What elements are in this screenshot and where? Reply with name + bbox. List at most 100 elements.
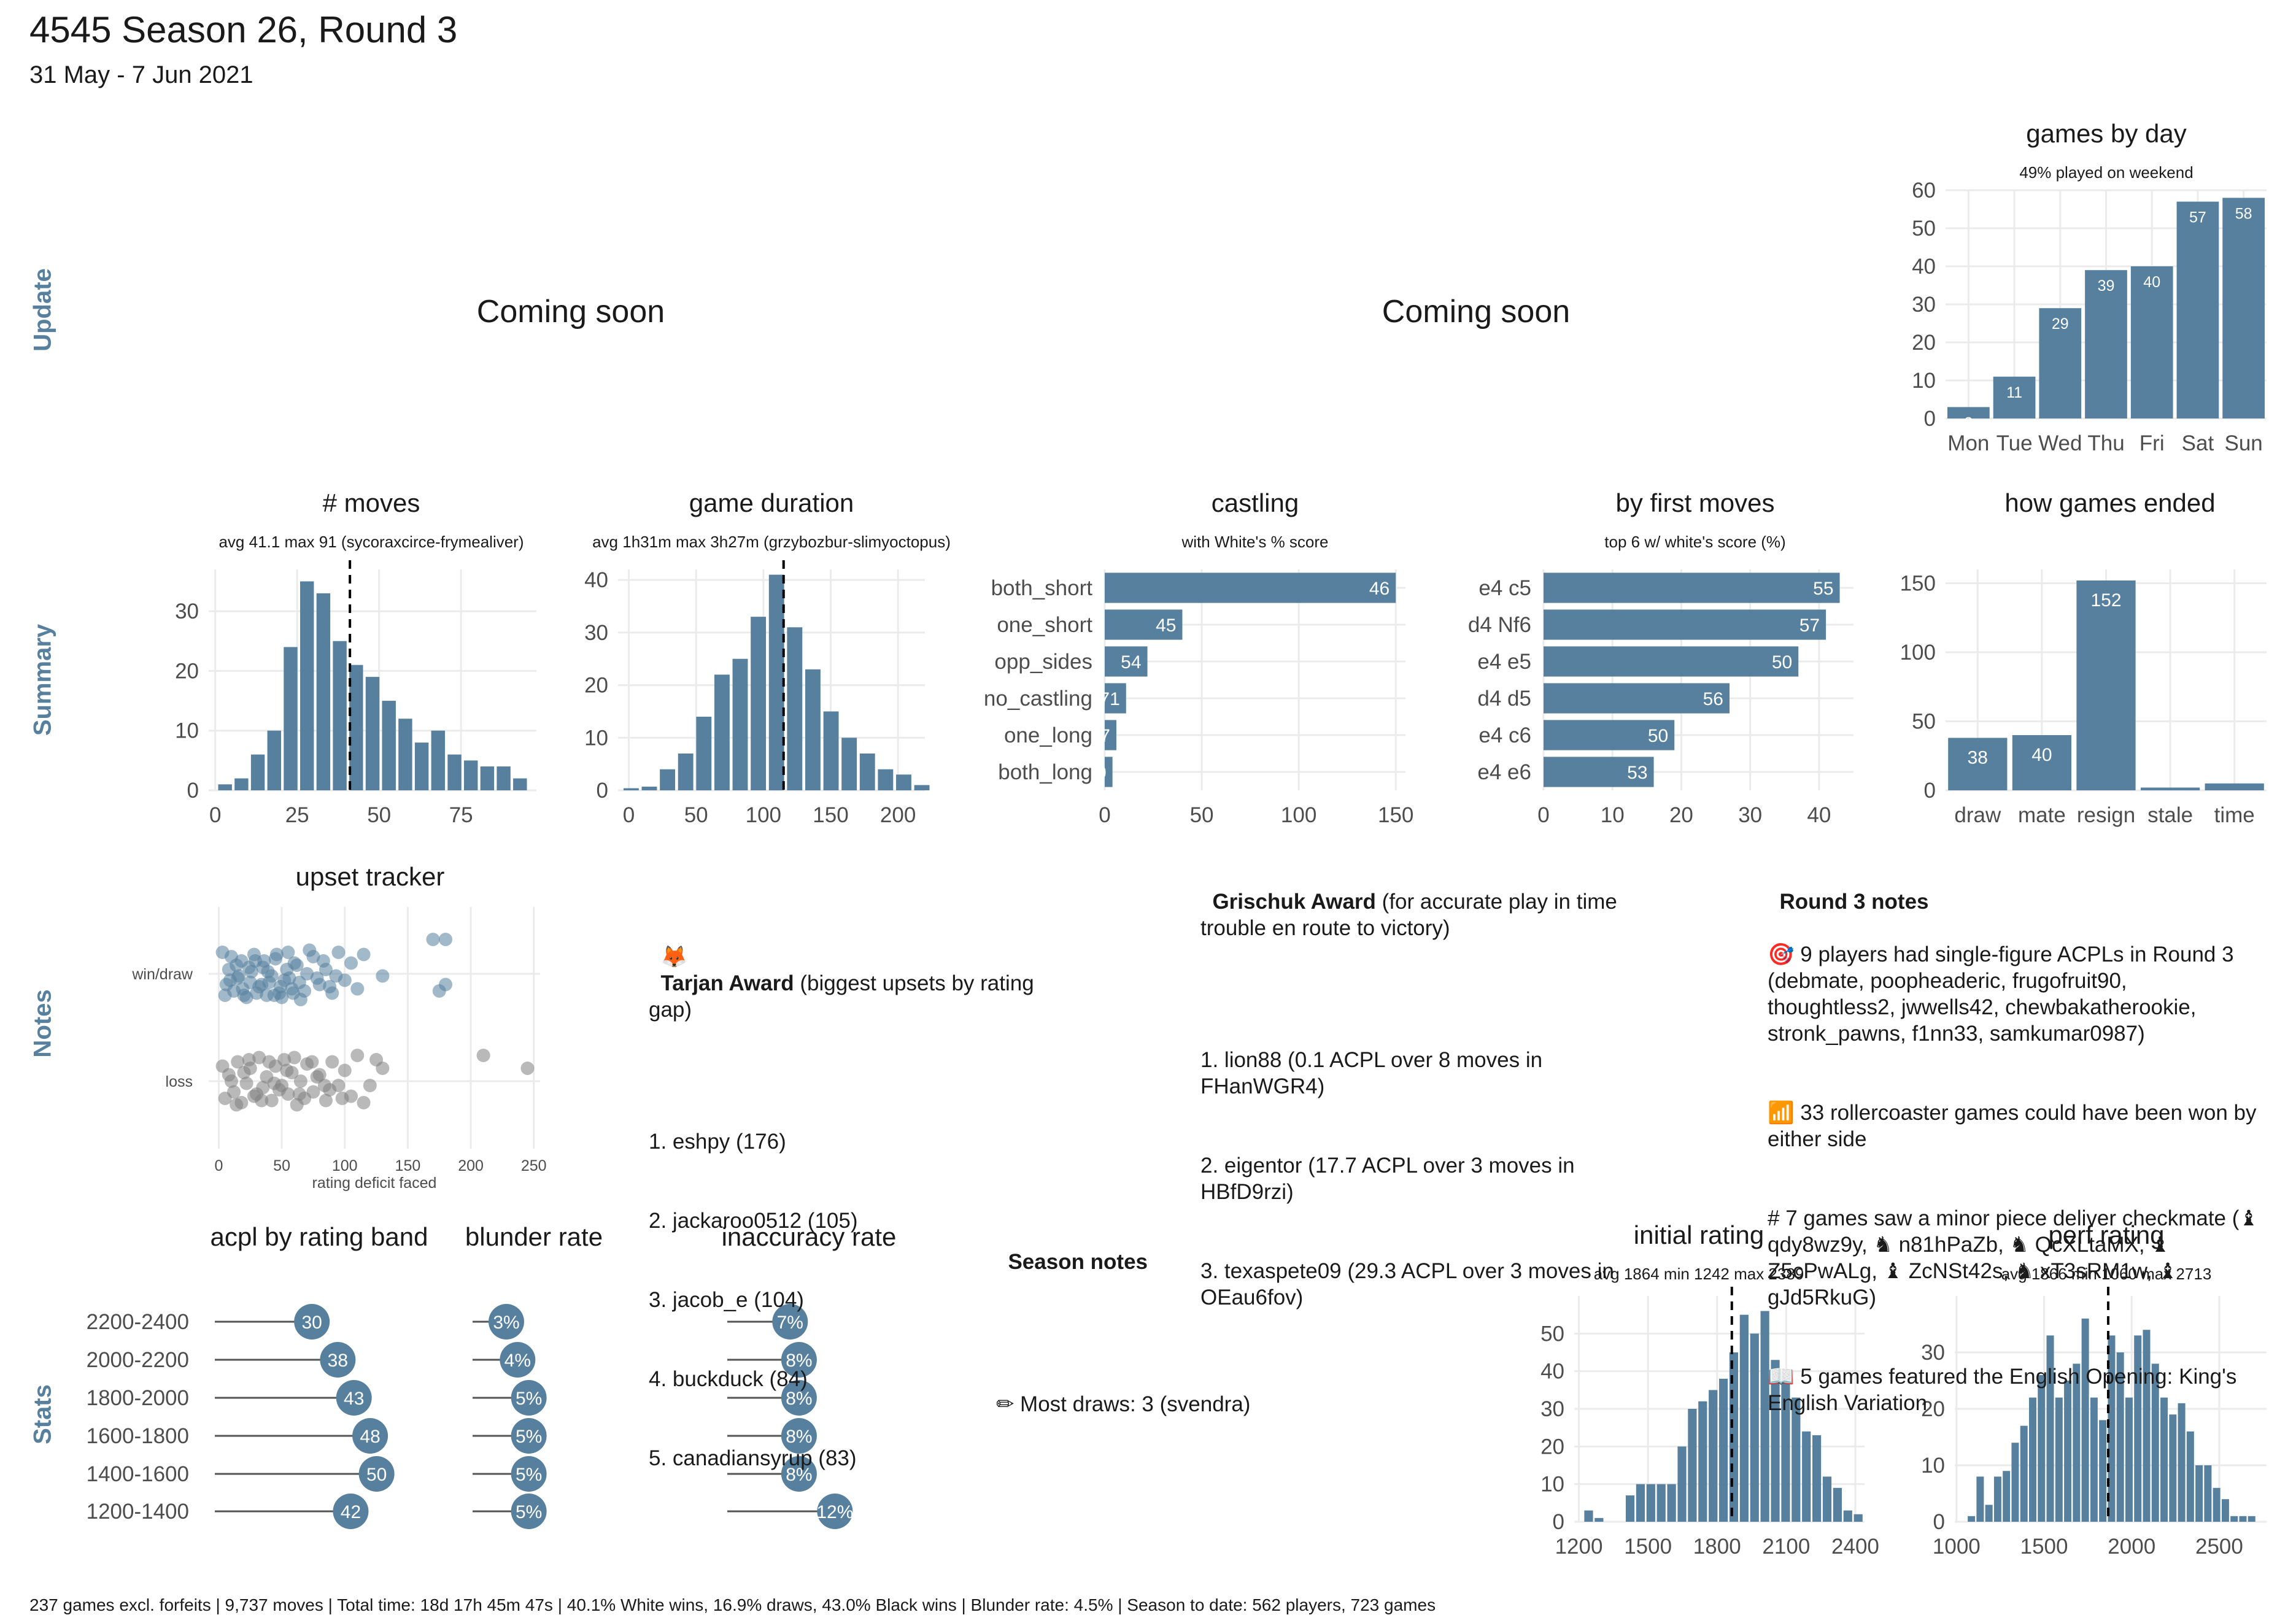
moves-bar [463,760,478,790]
perf_rating-bar [2239,1516,2247,1522]
initial_rating-bar [1739,1314,1749,1522]
perf_rating-bar [1968,1516,1976,1522]
game_end-bar-label: 38 [1968,748,1988,768]
inaccuracy-point [781,1418,817,1454]
grischuk-award-note: Grischuk Award (for accurate play in tim… [1200,862,1642,1337]
game_end-bar-label: 40 [2031,745,2052,765]
castling-ytick-label: both_long [998,760,1092,784]
duration-bar [787,627,803,790]
games_by_day-ytick-label: 0 [1924,407,1936,431]
round-note-line: 🎯 9 players had single-figure ACPLs in R… [1768,943,2240,1046]
perf_rating-xtick-label: 1000 [1933,1535,1981,1559]
moves-bar [300,581,314,790]
upset-point-win [292,976,306,989]
games_by_day-bar [1947,407,1990,418]
games_by_day-xtick-label: Thu [2087,431,2124,455]
upset-point-loss [252,1051,266,1065]
perf_rating-bar [2134,1335,2142,1522]
game_end-bar [2205,783,2264,790]
game_end-bar [1948,738,2008,790]
first_moves-xtick-label: 30 [1738,803,1762,827]
round-note-line: 📶 33 rollercoaster games could have been… [1768,1101,2263,1151]
initial_rating-ytick-label: 10 [1540,1473,1564,1497]
blunder-point [511,1494,547,1529]
castling-ytick-label: both_short [991,576,1093,600]
acpl-point-label: 42 [341,1502,361,1522]
games_by_day-bar [2176,201,2219,418]
acpl-point-label: 30 [301,1313,322,1333]
perf_rating-bar [2213,1487,2221,1522]
perf_rating-bar [2116,1352,2124,1522]
castling-bar-label: 50 [1086,763,1106,783]
acpl-ytick-label: 2200-2400 [87,1310,189,1334]
upset-point-loss [227,1085,241,1099]
report-title: 4545 Season 26, Round 3 [29,9,458,50]
upset-point-loss [230,1098,244,1112]
moves-bar [316,593,331,790]
upset-point-win [350,982,365,996]
acpl-point [358,1456,395,1492]
inaccuracy-point-label: 8% [786,1427,812,1447]
acpl-ytick-label: 1200-1400 [87,1500,189,1524]
grischuk-line: 2. eigentor (17.7 ACPL over 3 moves in H… [1200,1154,1581,1204]
acpl-point [333,1494,369,1529]
blunder-point-label: 5% [516,1502,542,1522]
upset-point-win [236,982,250,996]
initial_rating-bar [1688,1409,1697,1522]
blunder-point-label: 5% [516,1389,542,1409]
games_by_day-bar [2085,270,2127,418]
games_by_day-ytick-label: 30 [1912,293,1936,317]
castling-xtick-label: 50 [1190,803,1214,827]
initial_rating-bar [1584,1510,1593,1522]
game_end-bar [2076,580,2136,790]
castling-xtick-label: 100 [1281,803,1316,827]
duration-ytick-label: 20 [584,674,608,698]
duration-bar [660,769,676,790]
duration-title: game duration [689,488,854,517]
inaccuracy-title: inaccuracy rate [722,1222,897,1251]
upset-xtick-label: 150 [395,1157,421,1174]
first_moves-bar [1544,683,1730,714]
upset-point-loss [305,1055,319,1069]
blunder-point [511,1380,547,1416]
perf_rating-bar [2143,1330,2151,1522]
moves-bar [480,766,495,790]
first_moves-xtick-label: 10 [1601,803,1625,827]
first_moves-bar-label: 57 [1799,615,1820,636]
initial_rating-bar [1709,1390,1718,1522]
games_by_day-xtick-label: Sat [2182,431,2214,455]
perf_rating-bar [2178,1403,2186,1522]
grischuk-line: 3. texaspete09 (29.3 ACPL over 3 moves i… [1200,1259,1620,1309]
upset-point-loss [215,1059,230,1073]
moves-bar [382,701,396,790]
upset-point-win [281,946,295,959]
first_moves-bar [1544,757,1654,787]
upset-xtick-label: 0 [214,1157,223,1174]
duration-bar [841,738,857,790]
inaccuracy-point [781,1456,817,1492]
moves-bar [284,647,298,790]
games_by_day-subtitle: 49% played on weekend [2019,163,2193,182]
upset-xtick-label: 200 [458,1157,484,1174]
upset-ytick-label: loss [166,1073,193,1090]
upset-point-loss [350,1049,365,1062]
initial_rating-bar [1781,1378,1790,1522]
upset-point-loss [338,1063,352,1078]
inaccuracy-point-label: 7% [777,1313,803,1333]
castling-bar-label: 71 [1099,689,1119,709]
moves-ytick-label: 30 [175,599,199,623]
initial_rating-xtick-label: 2100 [1762,1535,1810,1559]
perf_rating-bar [2029,1397,2036,1522]
first_moves-bar-label: 50 [1772,652,1792,673]
game_end-ytick-label: 0 [1924,779,1936,803]
games_by_day-ytick-label: 20 [1912,331,1936,355]
game_end-bar-label: 2 [2165,798,2176,818]
games_by_day-ytick-label: 40 [1912,255,1936,279]
upset-point-win [223,973,237,987]
moves-bar [218,784,232,790]
initial_rating-ytick-label: 0 [1553,1510,1564,1534]
duration-xtick-label: 50 [684,803,708,827]
initial_rating-bar [1812,1435,1822,1522]
upset-point-loss [335,1092,349,1105]
grischuk-award-desc: (for accurate play in time trouble en ro… [1200,890,1623,940]
